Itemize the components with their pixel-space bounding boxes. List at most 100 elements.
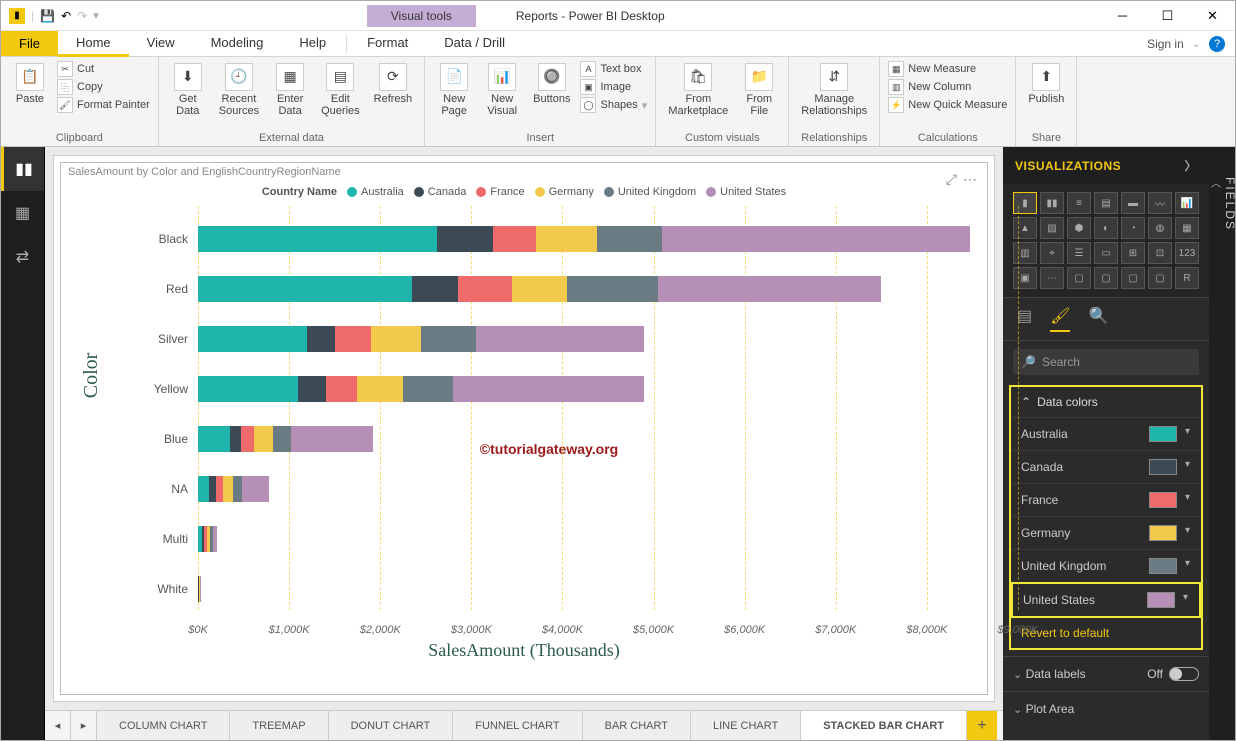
viz-type-button[interactable]: 📊 <box>1175 192 1199 214</box>
manage-relationships-button[interactable]: ⇵Manage Relationships <box>797 61 871 119</box>
close-button[interactable]: ✕ <box>1190 1 1235 31</box>
bar-segment[interactable] <box>198 376 298 402</box>
sign-in-chevron-icon[interactable]: ⌄ <box>1192 37 1201 50</box>
viz-type-button[interactable]: R <box>1175 267 1199 289</box>
page-tab[interactable]: DONUT CHART <box>329 711 454 740</box>
new-measure-button[interactable]: ▦New Measure <box>888 61 1007 77</box>
bar-row[interactable] <box>198 576 970 602</box>
bar-segment[interactable] <box>493 226 536 252</box>
viz-type-button[interactable]: ▢ <box>1121 267 1145 289</box>
bar-segment[interactable] <box>273 426 291 452</box>
bar-segment[interactable] <box>458 276 513 302</box>
report-view-icon[interactable]: ▮▮ <box>1 147 44 191</box>
page-tab[interactable]: BAR CHART <box>583 711 691 740</box>
bar-row[interactable] <box>198 326 970 352</box>
textbox-button[interactable]: AText box <box>580 61 647 77</box>
bar-segment[interactable] <box>298 376 325 402</box>
color-swatch[interactable] <box>1149 459 1177 475</box>
viz-type-button[interactable]: ⌖ <box>1040 242 1064 264</box>
bar-segment[interactable] <box>421 326 476 352</box>
copy-button[interactable]: ⿻Copy <box>57 79 150 95</box>
format-painter-button[interactable]: 🖌Format Painter <box>57 97 150 113</box>
menu-home[interactable]: Home <box>58 31 129 57</box>
edit-queries-button[interactable]: ▤Edit Queries <box>317 61 364 119</box>
viz-type-button[interactable]: ▣ <box>1013 267 1037 289</box>
image-button[interactable]: ▣Image <box>580 79 647 95</box>
page-tab[interactable]: STACKED BAR CHART <box>801 711 967 740</box>
paste-button[interactable]: 📋Paste <box>9 61 51 107</box>
report-canvas[interactable]: ⤢ ⋯ SalesAmount by Color and EnglishCoun… <box>53 155 995 702</box>
viz-type-button[interactable]: ⋯ <box>1040 267 1064 289</box>
fields-pane-collapsed[interactable]: 〈 FIELDS <box>1209 147 1235 740</box>
viz-type-button[interactable]: ▢ <box>1094 267 1118 289</box>
bar-segment[interactable] <box>453 376 644 402</box>
revert-to-default[interactable]: Revert to default <box>1011 618 1201 648</box>
viz-type-button[interactable]: ▮▮ <box>1040 192 1064 214</box>
refresh-button[interactable]: ⟳Refresh <box>370 61 417 107</box>
bar-segment[interactable] <box>512 276 567 302</box>
color-swatch[interactable] <box>1149 558 1177 574</box>
bar-segment[interactable] <box>213 526 218 552</box>
viz-type-button[interactable]: ⊡ <box>1148 242 1172 264</box>
recent-sources-button[interactable]: 🕘Recent Sources <box>215 61 263 119</box>
bar-segment[interactable] <box>658 276 881 302</box>
bar-segment[interactable] <box>536 226 597 252</box>
viz-type-button[interactable]: ◔ <box>1121 217 1145 239</box>
data-color-row[interactable]: United States <box>1011 582 1201 618</box>
bar-segment[interactable] <box>216 476 223 502</box>
enter-data-button[interactable]: ▦Enter Data <box>269 61 311 119</box>
tab-scroll-right[interactable]: ▸ <box>71 711 97 740</box>
data-color-row[interactable]: Canada <box>1011 450 1201 483</box>
format-mode-icon[interactable]: 🖌 <box>1050 306 1070 332</box>
bar-row[interactable] <box>198 376 970 402</box>
redo-icon[interactable]: ↷ <box>77 9 87 23</box>
bar-segment[interactable] <box>567 276 658 302</box>
page-tab[interactable]: FUNNEL CHART <box>453 711 582 740</box>
data-color-row[interactable]: Germany <box>1011 516 1201 549</box>
minimize-button[interactable]: ─ <box>1100 1 1145 31</box>
add-page-button[interactable]: + <box>967 711 997 740</box>
bar-segment[interactable] <box>371 326 421 352</box>
bar-segment[interactable] <box>437 226 493 252</box>
menu-format[interactable]: Format <box>349 31 426 57</box>
fields-mode-icon[interactable]: ▤ <box>1017 306 1032 332</box>
viz-type-button[interactable]: ▤ <box>1094 192 1118 214</box>
bar-segment[interactable] <box>335 326 371 352</box>
viz-type-button[interactable]: ◐ <box>1094 217 1118 239</box>
publish-button[interactable]: ⬆Publish <box>1024 61 1068 107</box>
data-labels-toggle[interactable] <box>1169 667 1199 681</box>
data-view-icon[interactable]: ▦ <box>1 191 44 235</box>
color-swatch[interactable] <box>1149 492 1177 508</box>
qat-more-icon[interactable]: ▾ <box>93 9 99 22</box>
bar-segment[interactable] <box>198 276 412 302</box>
viz-type-button[interactable]: ▮ <box>1013 192 1037 214</box>
viz-type-button[interactable]: ▥ <box>1013 242 1037 264</box>
bar-row[interactable] <box>198 226 970 252</box>
bar-segment[interactable] <box>412 276 458 302</box>
menu-modeling[interactable]: Modeling <box>193 31 282 57</box>
bar-segment[interactable] <box>223 476 232 502</box>
analytics-mode-icon[interactable]: 🔍 <box>1088 306 1108 332</box>
data-labels-section[interactable]: ⌄ Data labels Off <box>1003 656 1209 691</box>
page-tab[interactable]: LINE CHART <box>691 711 801 740</box>
viz-type-button[interactable]: ⊞ <box>1121 242 1145 264</box>
undo-icon[interactable]: ↶ <box>61 9 71 23</box>
focus-mode-icon[interactable]: ⤢ <box>946 171 957 188</box>
bar-segment[interactable] <box>254 426 272 452</box>
viz-type-button[interactable]: 〰 <box>1148 192 1172 214</box>
sign-in-link[interactable]: Sign in <box>1147 37 1184 51</box>
viz-type-button[interactable]: ▢ <box>1148 267 1172 289</box>
menu-data-drill[interactable]: Data / Drill <box>426 31 523 57</box>
bar-segment[interactable] <box>476 326 645 352</box>
data-color-row[interactable]: France <box>1011 483 1201 516</box>
page-tab[interactable]: COLUMN CHART <box>97 711 230 740</box>
page-tab[interactable]: TREEMAP <box>230 711 328 740</box>
bar-row[interactable] <box>198 476 970 502</box>
collapse-viz-icon[interactable]: 〉 <box>1184 157 1197 174</box>
bar-segment[interactable] <box>230 426 241 452</box>
data-color-row[interactable]: Australia <box>1011 417 1201 450</box>
format-search[interactable]: 🔎Search <box>1013 349 1199 375</box>
from-file-button[interactable]: 📁From File <box>738 61 780 119</box>
menu-view[interactable]: View <box>129 31 193 57</box>
bar-segment[interactable] <box>198 326 307 352</box>
